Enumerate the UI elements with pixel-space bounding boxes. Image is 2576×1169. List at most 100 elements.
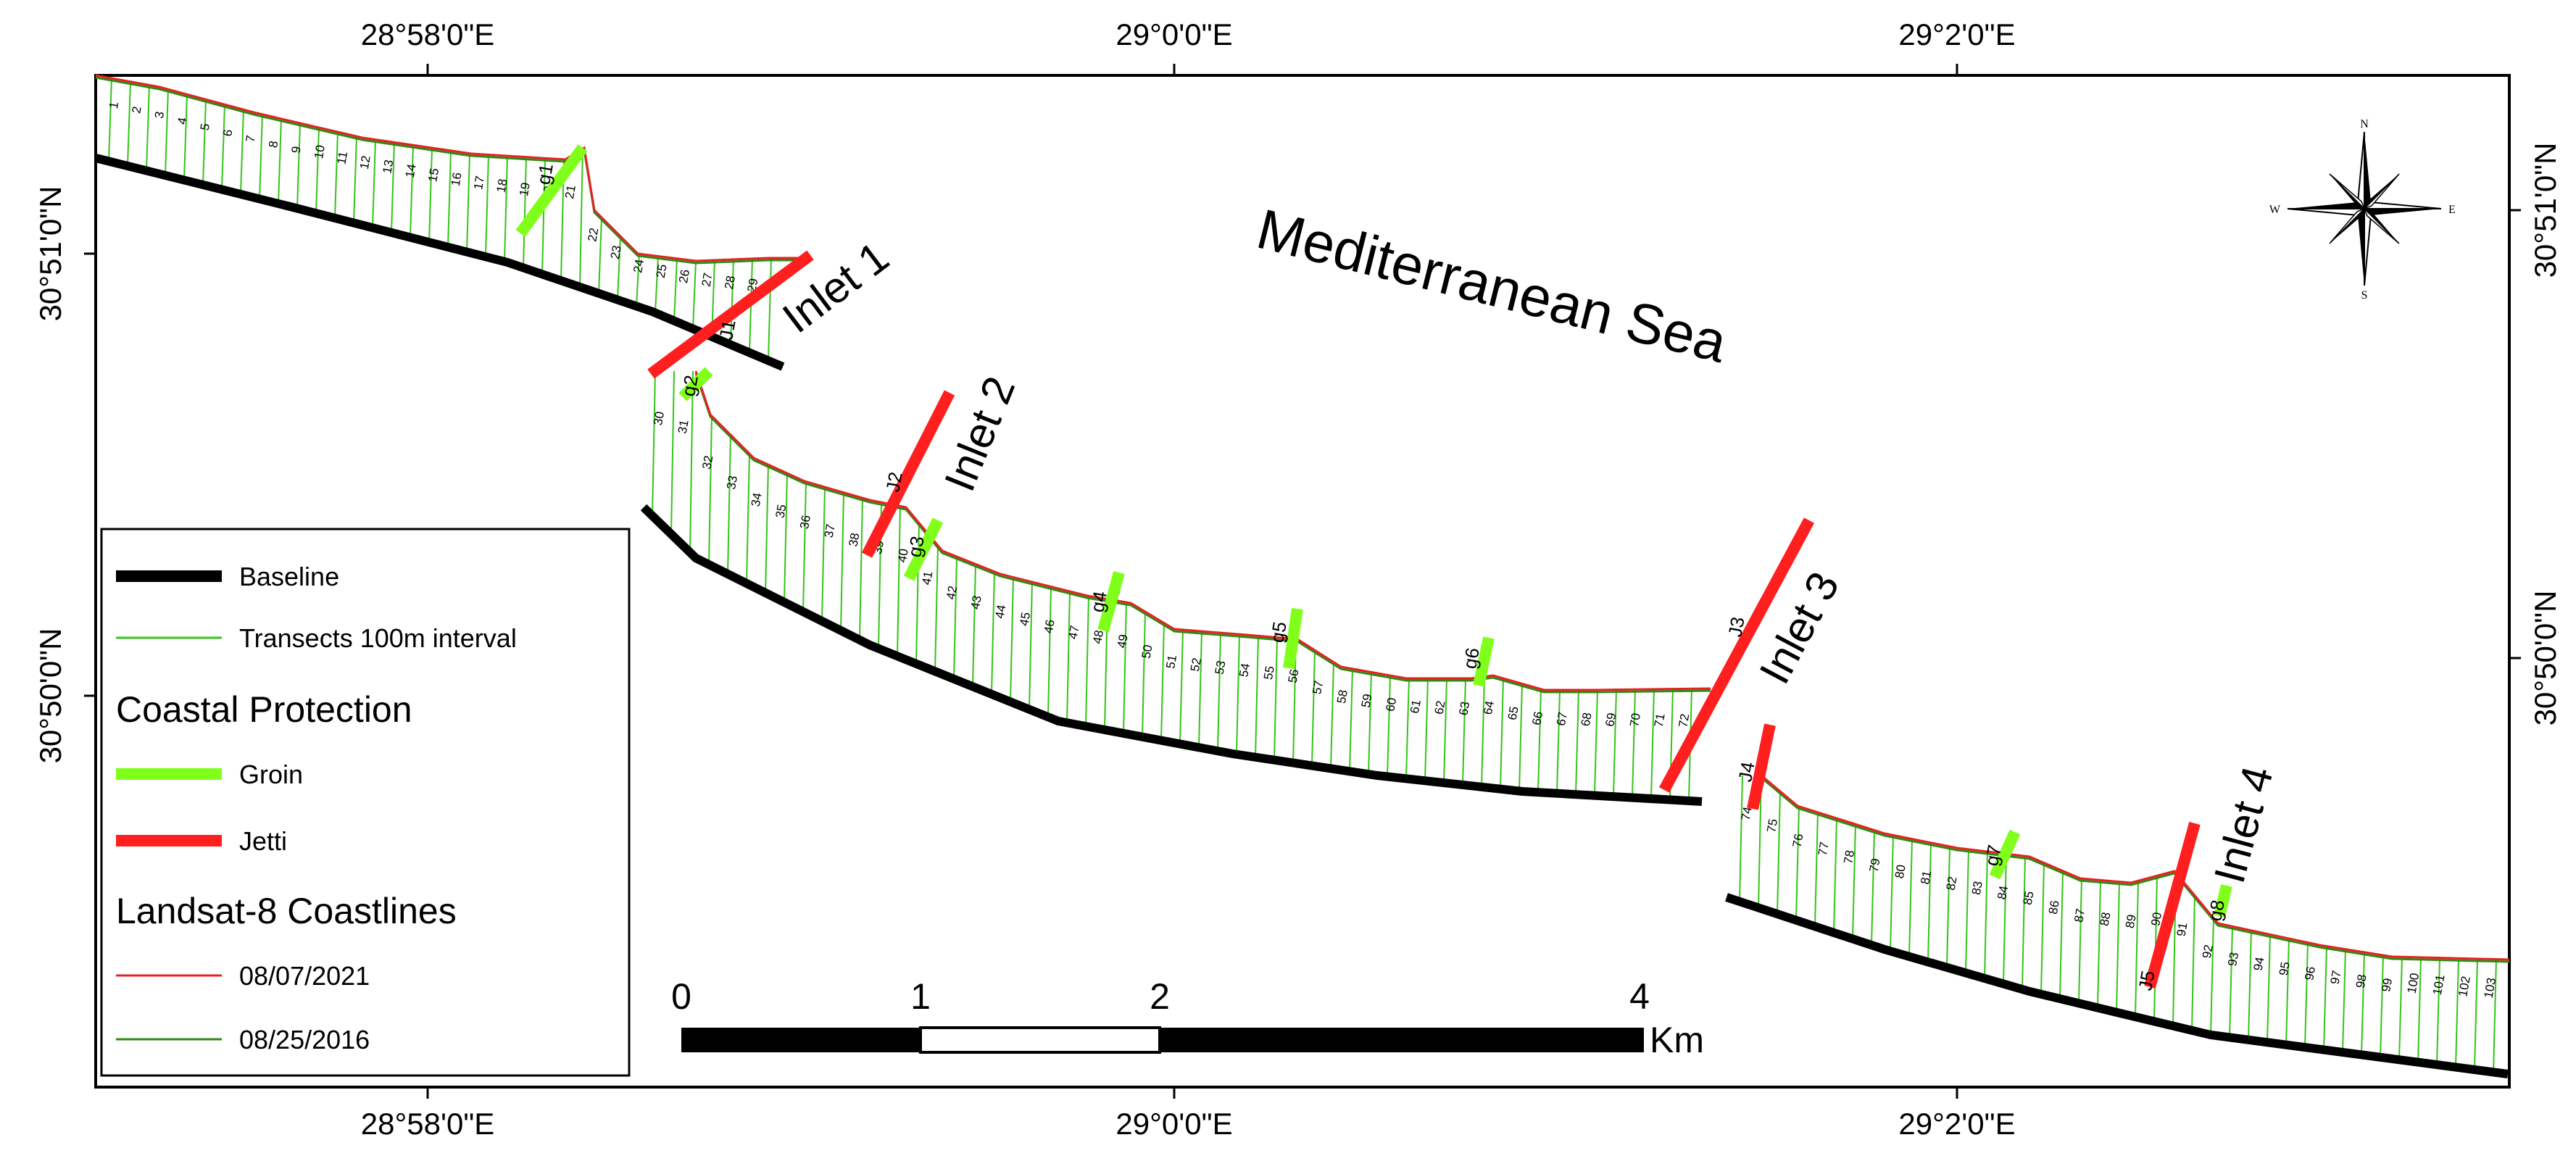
top-lon-label: 28°58'0"E [361,17,495,51]
jetty-label: J3 [1724,615,1748,638]
transect-line [2248,930,2252,1040]
transect-line [1852,824,1856,939]
transect-number: 27 [699,272,715,288]
transect-number: 99 [2379,977,2395,993]
groin-g3 [903,517,944,581]
transect-number: 2 [129,105,144,115]
transect-number: 32 [699,454,715,470]
transect-number: 48 [1090,629,1106,645]
transect-line [259,114,263,199]
transect-number: 19 [517,181,533,197]
transect-number: 89 [2123,913,2139,929]
transect-line [1739,775,1743,902]
axis-ticks [84,64,2521,1099]
scale-tick: 2 [1150,976,1170,1017]
compass-n: N [2360,118,2369,130]
transect-number: 18 [494,178,510,194]
transect-number: 43 [968,594,984,610]
transect-line [296,122,301,209]
transect-number: 46 [1042,618,1058,634]
transect-line [410,145,414,238]
transect-number: 96 [2302,965,2318,981]
transect-line [2267,934,2271,1043]
transect-line [391,142,395,233]
transect-line [1481,676,1485,787]
jetty-j3 [1658,517,1815,793]
transect-line [1029,581,1033,710]
transect-line [2078,878,2082,1004]
transect-number: 100 [2405,972,2422,994]
transect-number: 7 [244,134,258,143]
transect-number: 47 [1066,624,1082,640]
transect-line [598,217,602,294]
transect-number: 57 [1310,680,1326,696]
transect-line [1198,631,1202,748]
transect-line [1217,633,1221,752]
jetty-label: J5 [2134,969,2159,992]
groin-label: g2 [677,373,702,398]
right-lat-label: 30°51'0"N [2528,143,2562,278]
transect-number: 60 [1383,696,1399,712]
transect-number: 62 [1432,699,1448,715]
transect-number: 85 [2021,890,2037,906]
groin-g6 [1473,636,1495,687]
inlet-label: Inlet 4 [2205,761,2282,888]
transect-line [972,564,976,687]
transect-number: 35 [773,503,789,519]
transect-line [2191,895,2195,1031]
scale-bar: 0 1 2 4 Km [671,976,1704,1060]
transect-number: 94 [2251,956,2267,972]
transect-number: 87 [2072,907,2087,923]
transect-number: 103 [2482,977,2499,999]
transect-line [2436,957,2440,1065]
transect-line [1890,835,1894,952]
transect-number: 98 [2353,973,2369,989]
transect-number: 53 [1213,660,1229,675]
baseline-layer [94,154,2509,1078]
transect-number: 45 [1017,611,1033,627]
transect-line [1066,591,1071,723]
transect-number: 25 [654,263,670,279]
legend-box [100,528,631,1077]
groin-label: g8 [2203,898,2229,923]
transect-line [2455,958,2459,1068]
transect-number: 34 [749,492,765,508]
transect-line [1814,812,1819,927]
compass-s: S [2361,289,2368,301]
transect-number: 58 [1334,688,1350,704]
transect-line [428,148,433,243]
transects-layer [108,78,2497,1073]
transect-line [859,498,863,641]
transect-line [1311,650,1316,766]
transect-line [2361,952,2365,1055]
transect-line [1349,668,1353,772]
transect-line [802,481,807,612]
groin-g8 [2214,884,2232,918]
transect-line [692,260,697,329]
transect-number: 90 [2148,911,2164,927]
transect-number: 74 [1739,806,1755,822]
transect-number: 79 [1867,857,1883,873]
transect-number: 16 [449,171,465,187]
legend: Baseline Transects 100m interval Coastal… [100,528,631,1077]
groin-label: g6 [1458,646,1484,670]
left-lat-label: 30°50'0"N [33,628,67,764]
baseline [94,154,785,371]
transect-line [278,118,282,204]
top-lon-label: 29°2'0"E [1898,17,2015,51]
compass-w: W [2269,204,2281,216]
groins-layer [515,144,2232,918]
jetties-layer [647,250,2201,989]
scale-tick: 0 [671,976,691,1017]
transect-line [1424,678,1429,781]
compass-rose-icon: N S E W [2269,118,2456,301]
transect-line [1387,675,1391,777]
transect-number: 54 [1237,662,1252,678]
legend-coast-2021: 08/07/2021 [239,961,370,991]
transect-number: 6 [220,128,235,138]
transect-number: 67 [1554,711,1570,727]
scale-tick: 4 [1629,976,1650,1017]
transect-line [730,259,734,345]
transect-line [1984,852,1988,979]
